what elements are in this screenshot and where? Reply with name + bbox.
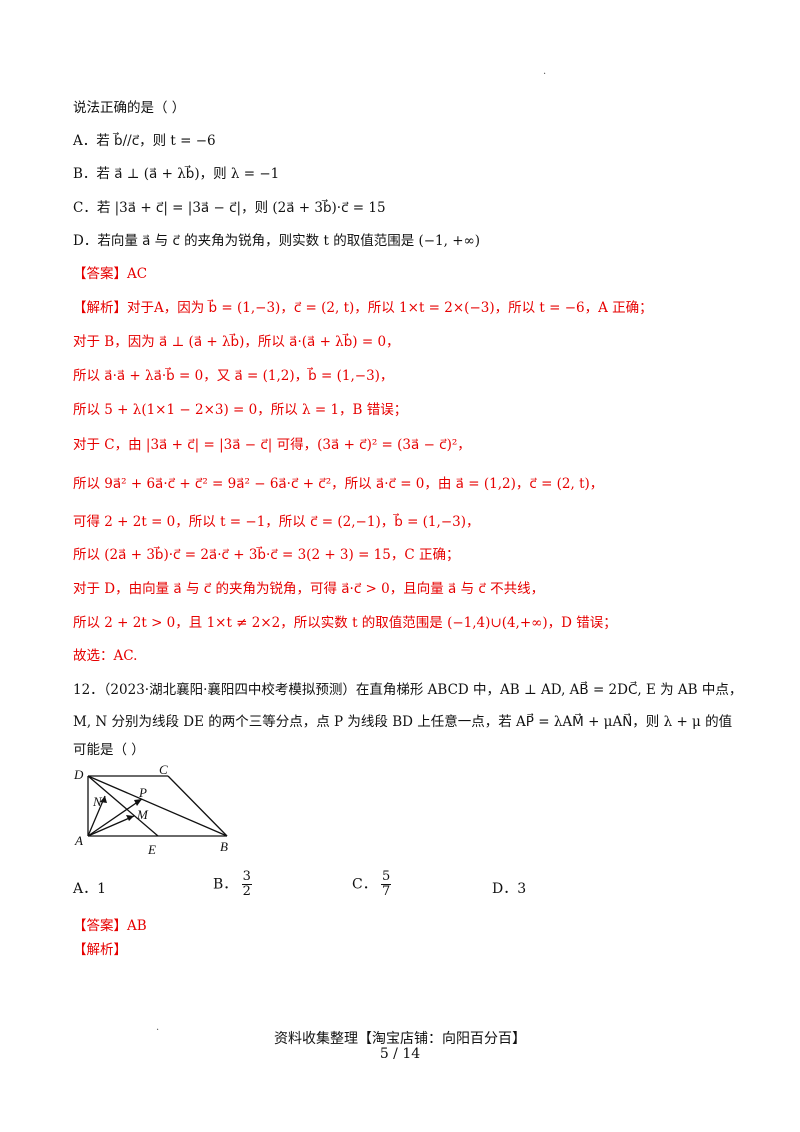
label-e: E: [147, 842, 156, 857]
question-intro: 说法正确的是（ ）: [73, 100, 186, 116]
fraction-c-denominator: 7: [382, 884, 391, 899]
option-d-q11: D．若向量 a⃗ 与 c⃗ 的夹角为锐角，则实数 t 的取值范围是 (−1, +…: [73, 233, 481, 249]
trapezoid-figure: D C N P M A E B: [73, 762, 228, 857]
analysis-line-8: 所以 (2a⃗ + 3b⃗)·c⃗ = 2a⃗·c⃗ + 3b⃗·c⃗ = 3(…: [73, 547, 460, 563]
question-12-line-1: 12．（2023·湖北襄阳·襄阳四中校考模拟预测）在直角梯形 ABCD 中，AB…: [73, 682, 743, 698]
analysis-label: 【解析】: [73, 300, 127, 316]
fraction-three-halves: 3 2: [241, 869, 252, 899]
analysis-line-2: 对于 B，因为 a⃗ ⊥ (a⃗ + λb⃗)，所以 a⃗·(a⃗ + λb⃗)…: [73, 334, 400, 350]
answer-q12: 【答案】AB: [73, 916, 147, 936]
analysis-line-3: 所以 a⃗·a⃗ + λa⃗·b⃗ = 0，又 a⃗ = (1,2)，b⃗ = …: [73, 368, 394, 384]
fraction-b-numerator: 3: [242, 869, 251, 884]
analysis-line-9: 对于 D，由向量 a⃗ 与 c⃗ 的夹角为锐角，可得 a⃗·c⃗ > 0，且向量…: [73, 581, 545, 597]
question-12-line-3: 可能是（ ）: [73, 742, 145, 758]
label-p: P: [138, 785, 147, 800]
answer-label: 【答案】: [73, 266, 127, 282]
analysis-line-6: 所以 9a⃗² + 6a⃗·c⃗ + c⃗² = 9a⃗² − 6a⃗·c⃗ +…: [73, 476, 604, 492]
footer-dot: .: [156, 1022, 160, 1033]
option-b-prefix: B．: [213, 876, 238, 893]
fraction-c-numerator: 5: [382, 869, 391, 884]
label-n: N: [92, 794, 103, 809]
top-dot: .: [543, 66, 547, 77]
question-12-line-2: M, N 分别为线段 DE 的两个三等分点，点 P 为线段 BD 上任意一点，若…: [73, 714, 733, 730]
label-a: A: [74, 833, 83, 848]
option-b-q11: B．若 a⃗ ⊥ (a⃗ + λb⃗)，则 λ = −1: [73, 166, 280, 182]
label-m: M: [136, 807, 149, 822]
option-a-value: 1: [97, 881, 107, 897]
analysis-text: 对于A，因为 b⃗ = (1,−3)，c⃗ = (2, t)，所以 1×t = …: [127, 300, 653, 316]
analysis-line-1: 【解析】对于A，因为 b⃗ = (1,−3)，c⃗ = (2, t)，所以 1×…: [73, 298, 653, 318]
label-b: B: [220, 839, 228, 854]
page-number: 5 / 14: [379, 1046, 421, 1062]
analysis-q12-label: 【解析】: [73, 942, 127, 958]
option-b-q12: B． 3 2: [213, 870, 252, 899]
analysis-line-4: 所以 5 + λ(1×1 − 2×3) = 0，所以 λ = 1，B 错误；: [73, 402, 408, 418]
option-a-q12: A．1: [73, 878, 106, 898]
option-a-q11: A．若 b⃗//c⃗，则 t = −6: [73, 133, 216, 149]
option-a-prefix: A．: [73, 881, 98, 897]
analysis-line-5: 对于 C，由 |3a⃗ + c⃗| = |3a⃗ − c⃗| 可得，(3a⃗ +…: [73, 437, 471, 453]
option-d-q12: D．3: [492, 878, 526, 898]
footer-source: 资料收集整理【淘宝店铺：向阳百分百】: [274, 1031, 526, 1047]
option-c-prefix: C．: [352, 876, 377, 893]
answer-value: AC: [127, 266, 148, 282]
answer-q11: 【答案】AC: [73, 264, 147, 284]
option-d-prefix: D．: [492, 881, 518, 897]
option-c-q12: C． 5 7: [352, 869, 392, 899]
label-d: D: [73, 767, 84, 782]
answer-q12-label: 【答案】: [73, 918, 127, 934]
fraction-five-sevenths: 5 7: [381, 869, 392, 899]
label-c: C: [159, 762, 168, 777]
analysis-line-10: 所以 2 + 2t > 0，且 1×t ≠ 2×2，所以实数 t 的取值范围是 …: [73, 615, 617, 631]
option-c-q11: C．若 |3a⃗ + c⃗| = |3a⃗ − c⃗|，则 (2a⃗ + 3b⃗…: [73, 200, 386, 216]
fraction-b-denominator: 2: [242, 884, 251, 899]
analysis-line-11: 故选：AC.: [73, 648, 138, 664]
answer-q12-value: AB: [127, 918, 147, 934]
option-d-value: 3: [517, 881, 527, 897]
analysis-line-7: 可得 2 + 2t = 0，所以 t = −1，所以 c⃗ = (2,−1)，b…: [73, 514, 480, 530]
